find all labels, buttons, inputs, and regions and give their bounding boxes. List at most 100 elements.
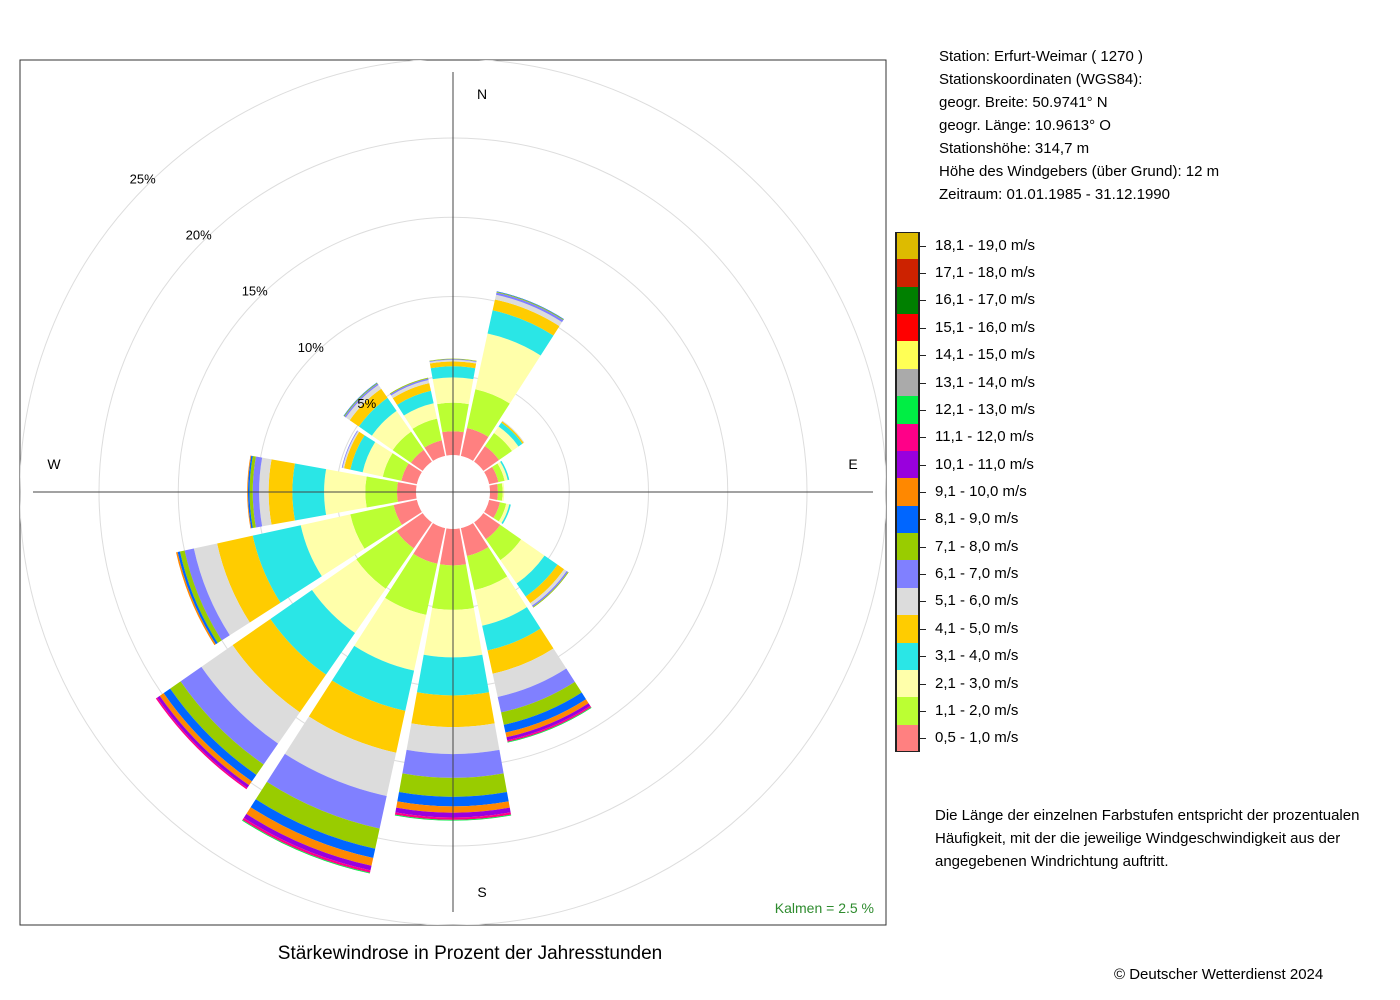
legend-swatch: [896, 642, 919, 670]
sector-wsw-speed-2: [350, 504, 402, 549]
explanation-note: Die Länge der einzelnen Farbstufen entsp…: [935, 804, 1395, 873]
legend-label: 8,1 - 9,0 m/s: [935, 510, 1019, 528]
sector-ese-speed-4: [501, 504, 511, 524]
legend-item: 12,1 - 13,0 m/s: [895, 396, 1195, 424]
legend-item: 11,1 - 12,0 m/s: [895, 423, 1195, 451]
sector-ne-speed-3: [494, 426, 519, 451]
sector-ene-speed-1: [484, 466, 499, 485]
sector-nne-speed-5: [492, 299, 560, 336]
sector-ssw-speed-2: [385, 553, 438, 615]
legend-label: 16,1 - 17,0 m/s: [935, 291, 1036, 309]
sector-sw-speed-11: [157, 695, 250, 788]
sector-sw-speed-9: [163, 688, 257, 782]
station-longitude: geogr. Länge: 10.9613° O: [939, 117, 1111, 134]
legend-item: 4,1 - 5,0 m/s: [895, 615, 1195, 643]
sector-sse-speed-6: [492, 648, 567, 697]
legend-label: 5,1 - 6,0 m/s: [935, 592, 1019, 610]
sector-s-speed-11: [395, 807, 511, 818]
legend-label: 6,1 - 7,0 m/s: [935, 565, 1019, 583]
sector-wsw-speed-6: [193, 543, 250, 636]
sector-ssw-speed-7: [266, 753, 387, 829]
sector-s-speed-13: [394, 814, 512, 821]
legend-label: 17,1 - 18,0 m/s: [935, 264, 1036, 282]
sector-nnw-speed-8: [389, 377, 429, 395]
sector-s-speed-12: [394, 812, 512, 820]
sector-ssw-speed-6: [284, 716, 397, 797]
sector-ne-speed-2: [484, 432, 513, 461]
sector-nne-speed-7: [495, 292, 564, 323]
sector-wsw-speed-7: [184, 548, 230, 641]
legend-tick: [920, 409, 926, 411]
radial-tick-label-5: 5%: [357, 396, 376, 411]
legend-tick: [920, 491, 926, 493]
sector-w-speed-9: [247, 455, 253, 529]
sector-ssw-speed-8: [255, 781, 380, 849]
sector-ene-speed-3: [497, 461, 508, 481]
legend-item: 15,1 - 16,0 m/s: [895, 314, 1195, 342]
sector-ssw-speed-4: [331, 645, 415, 711]
sector-nnw-speed-3: [403, 403, 438, 429]
legend-swatch: [896, 286, 919, 315]
sector-se-speed-3: [500, 539, 545, 584]
sector-ne-speed-1: [474, 445, 500, 471]
legend-swatch: [896, 314, 919, 342]
legend-tick: [920, 683, 926, 685]
sector-wnw-speed-7: [341, 430, 358, 468]
legend-label: 7,1 - 8,0 m/s: [935, 537, 1019, 555]
copyright-notice: © Deutscher Wetterdienst 2024: [1114, 966, 1324, 983]
note-line-3: angegebenen Windrichtung auftritt.: [935, 853, 1169, 870]
note-line-2: Häufigkeit, mit der die jeweilige Windge…: [935, 830, 1341, 847]
sector-wnw-speed-1: [401, 463, 422, 485]
cardinal-label-s: S: [477, 884, 486, 900]
legend-swatch: [896, 533, 919, 561]
sector-wsw-speed-9: [177, 551, 218, 645]
sector-ssw-speed-10: [246, 807, 374, 866]
legend-tick: [920, 245, 926, 247]
chart-title: Stärkewindrose in Prozent der Jahresstun…: [277, 943, 663, 964]
legend-tick: [920, 738, 926, 740]
sector-n-speed-6: [429, 359, 477, 364]
sector-wnw-speed-2: [382, 453, 409, 481]
legend-swatch: [896, 232, 919, 260]
sector-wsw-speed-3: [300, 514, 365, 577]
sector-sse-speed-5: [487, 628, 554, 674]
legend-item: 1,1 - 2,0 m/s: [895, 697, 1195, 725]
legend-label: 1,1 - 2,0 m/s: [935, 701, 1019, 719]
legend-label: 9,1 - 10,0 m/s: [935, 482, 1027, 500]
legend-tick: [920, 437, 926, 439]
sector-se-speed-4: [516, 555, 558, 597]
sector-wnw-speed-6: [342, 430, 360, 469]
sector-wnw-speed-4: [350, 435, 376, 473]
sector-sw-speed-10: [159, 693, 252, 786]
sector-ese-speed-1: [484, 499, 500, 518]
sector-nnw-speed-5: [392, 383, 431, 405]
sector-nw-speed-7: [344, 383, 379, 418]
sector-wnw-speed-5: [344, 431, 365, 470]
legend-swatch: [896, 505, 919, 534]
legend-label: 13,1 - 14,0 m/s: [935, 373, 1036, 391]
sector-n-speed-8: [429, 358, 477, 362]
sector-w-speed-10: [247, 455, 252, 529]
legend-item: 18,1 - 19,0 m/s: [895, 232, 1195, 260]
sector-nne-speed-1: [460, 427, 489, 461]
sector-sse-speed-4: [482, 607, 541, 651]
sector-sw-speed-1: [396, 513, 432, 549]
legend-label: 0,5 - 1,0 m/s: [935, 729, 1019, 747]
sector-se-speed-7: [532, 571, 568, 607]
sector-nw-speed-2: [392, 431, 424, 463]
sector-sse-speed-7: [497, 668, 575, 713]
sector-se-speed-1: [474, 513, 501, 540]
sector-nnw-speed-4: [397, 390, 434, 416]
legend-tick: [920, 601, 926, 603]
time-period: Zeitraum: 01.01.1985 - 31.12.1990: [939, 186, 1170, 203]
sector-nw-speed-4: [358, 397, 397, 436]
legend-swatch: [896, 560, 919, 588]
legend-item: 9,1 - 10,0 m/s: [895, 478, 1195, 506]
sector-se-speed-2: [485, 524, 522, 561]
sector-ene-speed-2: [492, 463, 505, 483]
legend-tick: [920, 574, 926, 576]
radial-tick-label-15: 15%: [242, 284, 268, 299]
sector-wsw-speed-8: [179, 550, 222, 643]
station-latitude: geogr. Breite: 50.9741° N: [939, 94, 1108, 111]
legend-label: 10,1 - 11,0 m/s: [935, 455, 1034, 473]
